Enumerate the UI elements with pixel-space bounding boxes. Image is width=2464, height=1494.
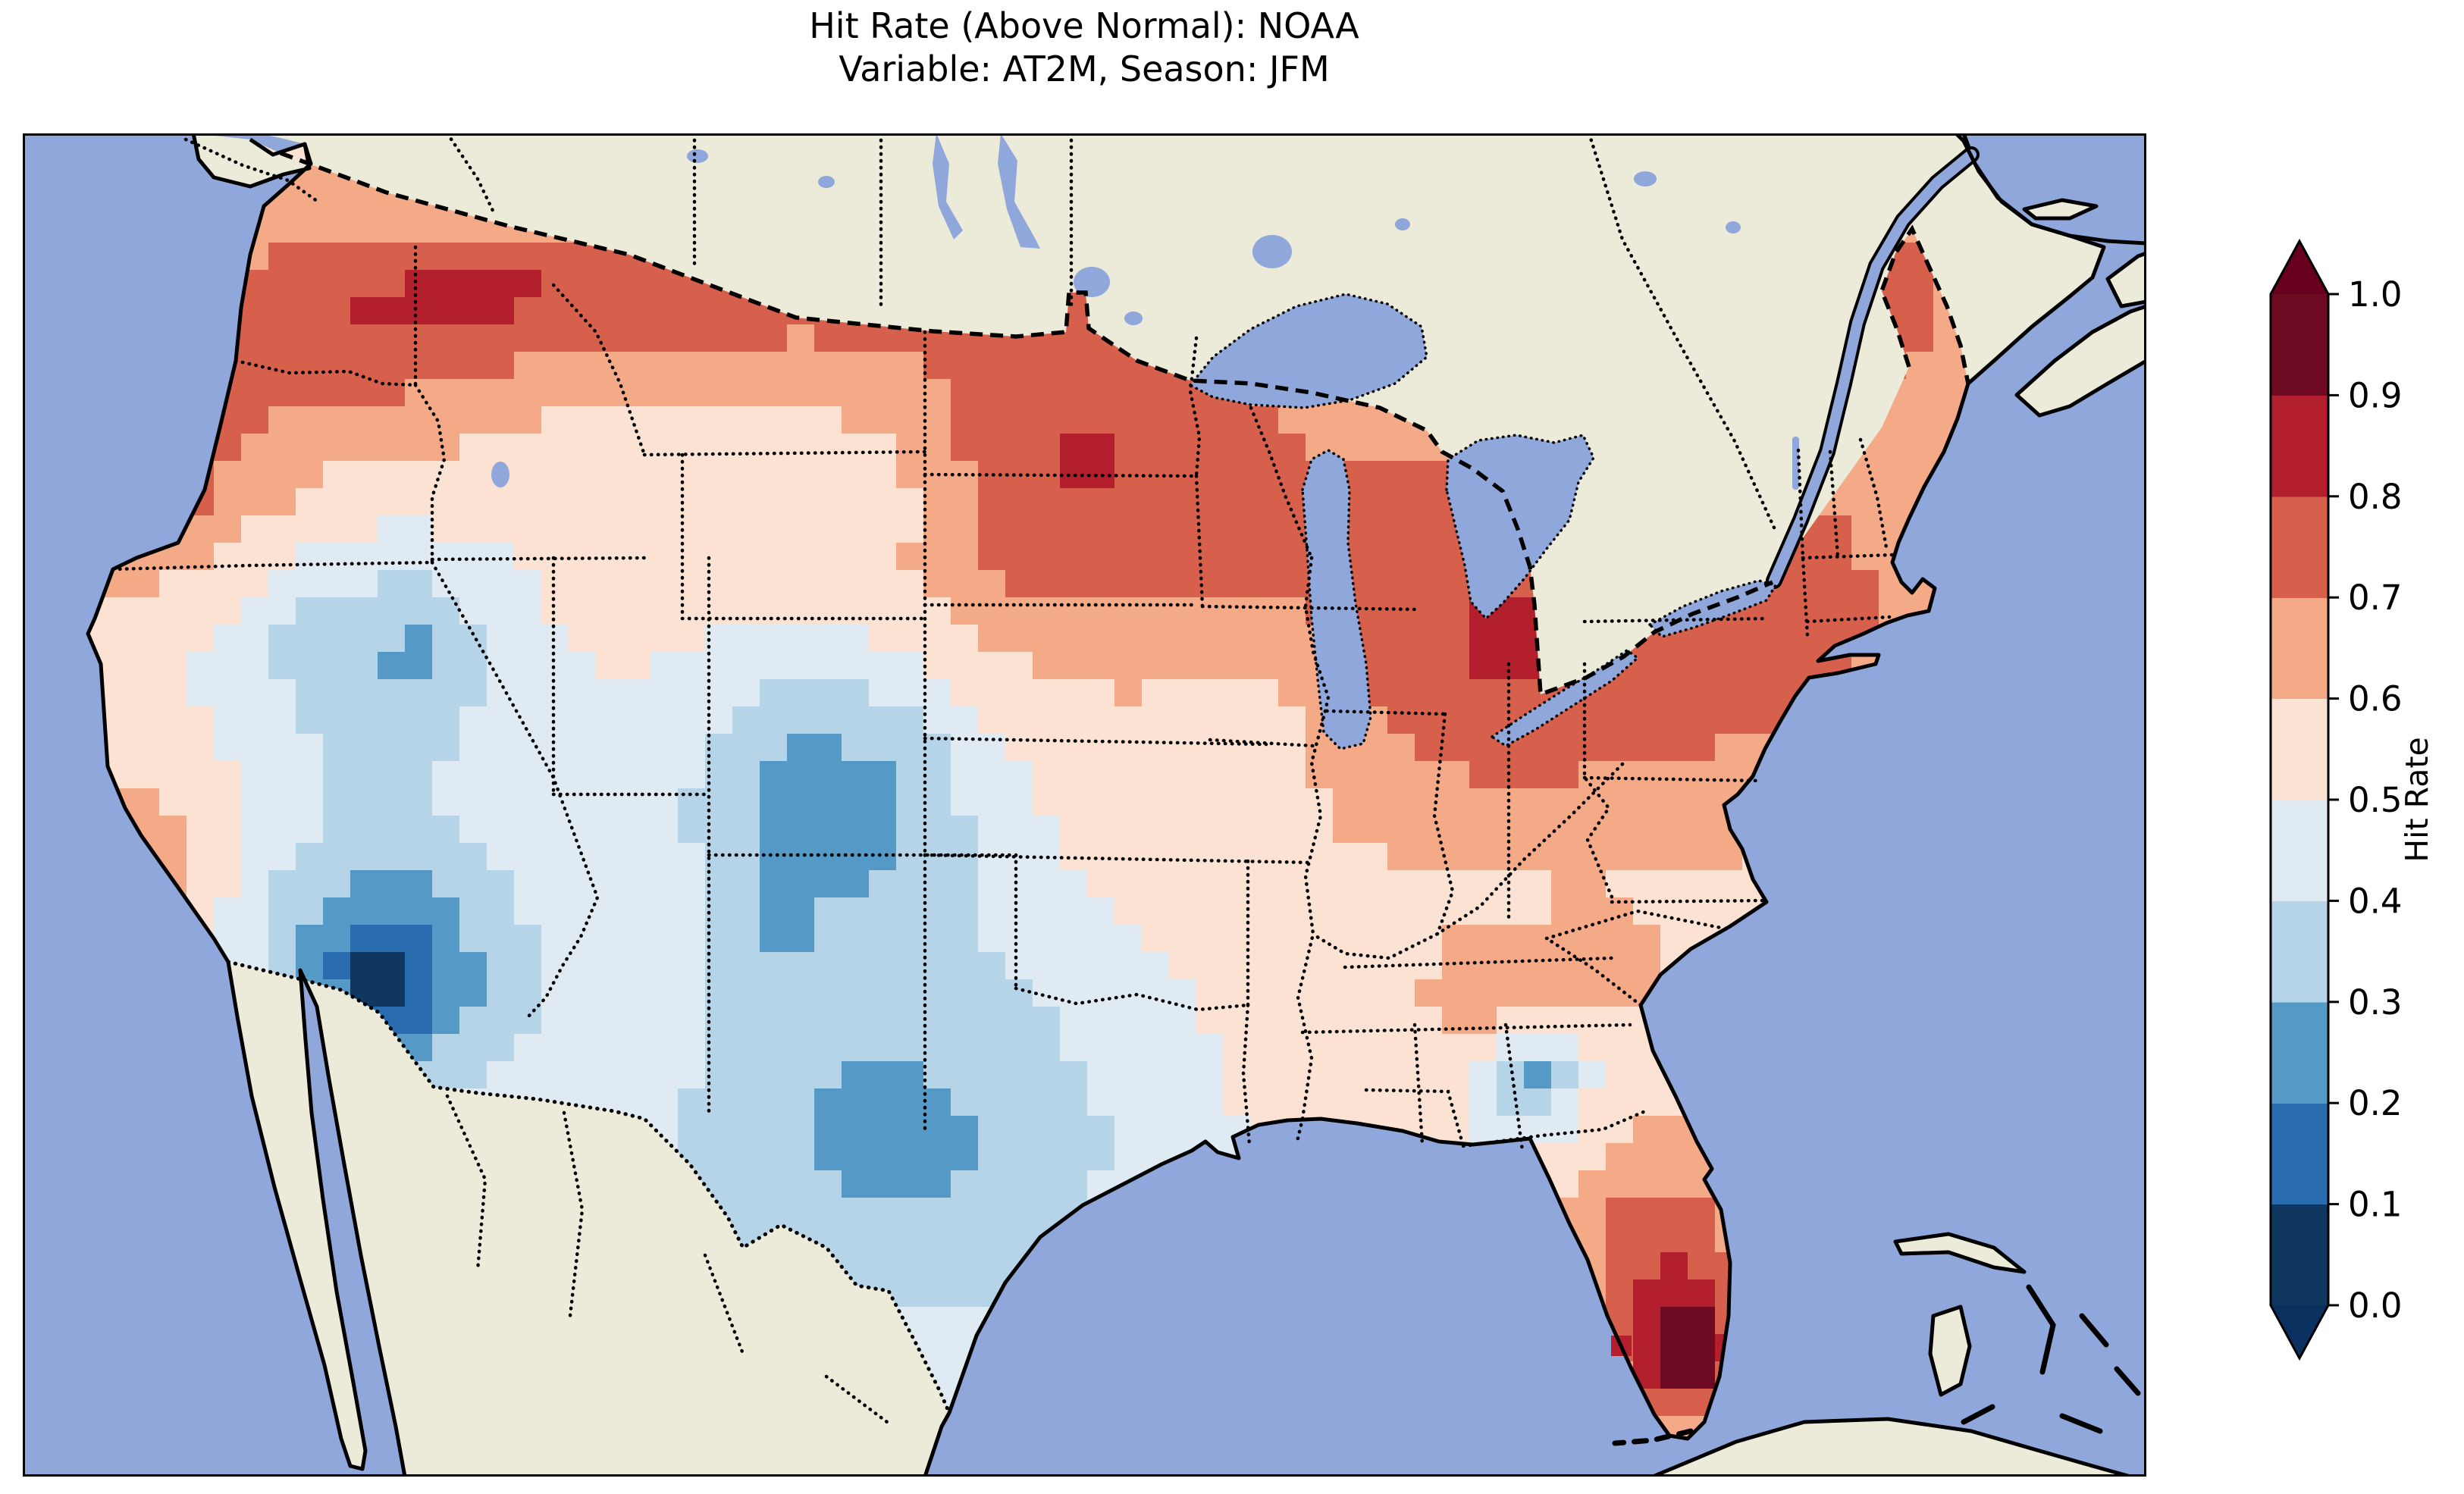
colorbar-tick-label: 1.0	[2348, 274, 2403, 315]
national-borders	[280, 151, 1970, 697]
colorbar-tick-label: 0.6	[2348, 679, 2403, 719]
colorbar-tick-label: 0.1	[2348, 1185, 2403, 1225]
colorbar-tick-label: 0.4	[2348, 881, 2403, 921]
gulf-of-st-lawrence	[1964, 133, 2146, 243]
map-panel	[23, 133, 2146, 1477]
coastline	[86, 133, 2106, 1477]
us-mexico-border	[226, 960, 951, 1415]
colorbar-panel: 0.0 0.1 0.2 0.3 0.4 0.5 0.6 0.7 0.8 0.9 1.0 Hit Ra…	[2237, 227, 2464, 1410]
bay-of-fundy	[1968, 291, 2082, 396]
lake-erie	[1489, 648, 1640, 748]
figure-title: Hit Rate (Above Normal): NOAA Variable: …	[23, 5, 2146, 91]
colorbar-tick-label: 0.7	[2348, 578, 2403, 618]
lake-michigan	[1301, 448, 1372, 750]
great-lakes	[1188, 293, 1778, 750]
us-canada-border	[280, 151, 1774, 697]
colorbar-under-arrow	[2271, 1305, 2328, 1358]
colorbar-tick-label: 0.5	[2348, 780, 2403, 820]
cuba	[1651, 1417, 2133, 1477]
st-lawrence-river	[1769, 149, 1977, 586]
colorbar-over-arrow	[2271, 241, 2328, 294]
colorbar-ticks: 0.0 0.1 0.2 0.3 0.4 0.5 0.6 0.7 0.8 0.9 1.0	[2328, 274, 2403, 1326]
cape-breton	[2105, 251, 2146, 309]
figure-title-line1: Hit Rate (Above Normal): NOAA	[809, 5, 1359, 46]
us-canada-border-east	[1879, 224, 1970, 384]
andros-island	[1928, 1305, 1972, 1397]
colorbar-segments	[2271, 294, 2328, 1306]
colorbar-tick-label: 0.2	[2348, 1083, 2403, 1123]
small-lakes	[491, 133, 1799, 490]
state-borders	[111, 133, 1895, 1424]
colorbar-axis-label: Hit Rate	[2399, 737, 2435, 862]
colorbar-tick-label: 0.3	[2348, 982, 2403, 1023]
colorbar-tick-label: 0.8	[2348, 477, 2403, 517]
figure-title-line2: Variable: AT2M, Season: JFM	[839, 49, 1330, 89]
us-hit-rate-map	[23, 133, 2146, 1477]
map-frame	[23, 133, 2146, 1477]
lake-huron	[1445, 433, 1595, 621]
grand-bahama	[1893, 1232, 2027, 1274]
lake-superior	[1188, 293, 1428, 409]
hit-rate-colorbar: 0.0 0.1 0.2 0.3 0.4 0.5 0.6 0.7 0.8 0.9 1.0 Hit Ra…	[2269, 238, 2435, 1361]
colorbar-tick-label: 0.0	[2348, 1286, 2403, 1326]
maritime-islands	[2014, 198, 2146, 418]
small-cays	[1612, 1284, 2141, 1446]
prince-edward-island	[2022, 198, 2099, 221]
caribbean-islands	[1651, 1232, 2133, 1477]
colorbar-tick-label: 0.9	[2348, 375, 2403, 415]
nova-scotia	[2014, 304, 2146, 418]
